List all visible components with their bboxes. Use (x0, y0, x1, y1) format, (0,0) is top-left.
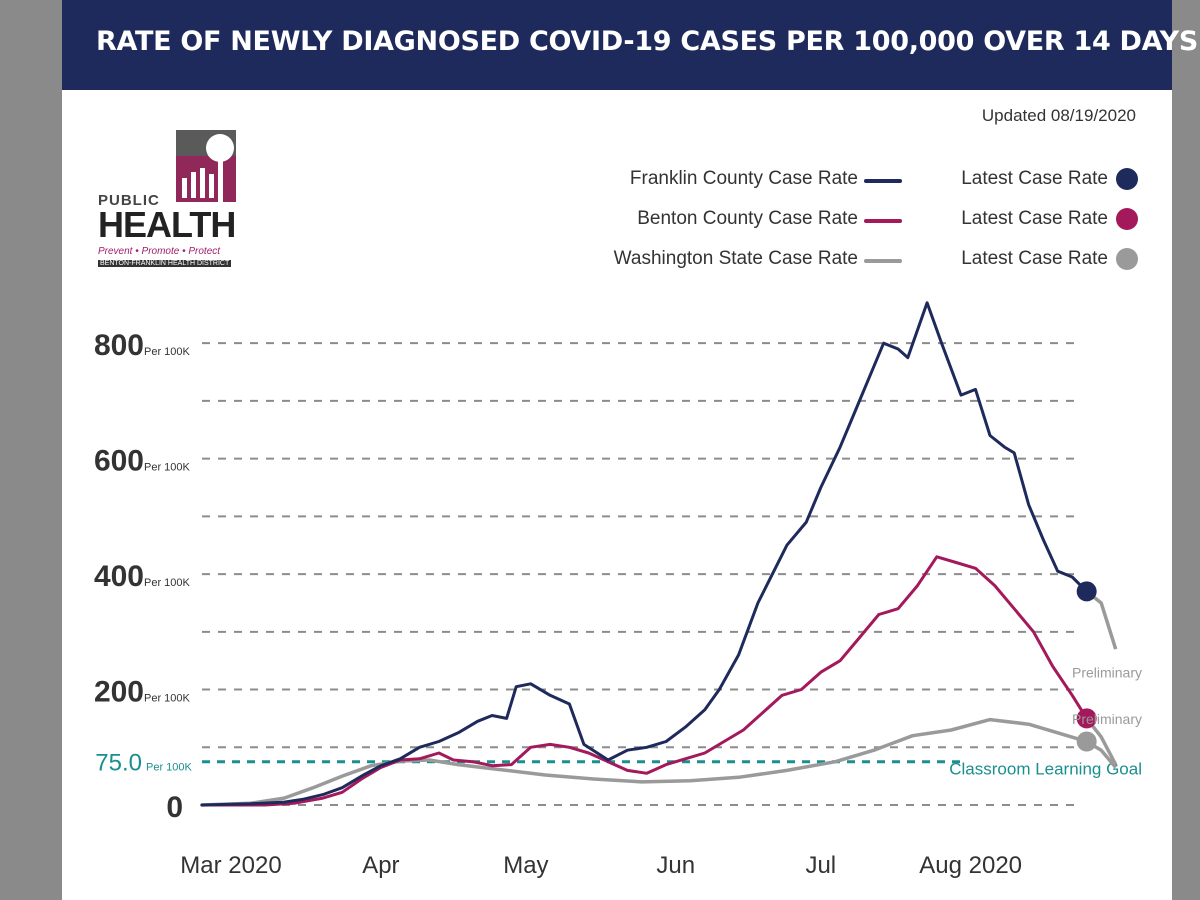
goal-value-label: 75.0 (95, 750, 142, 777)
logo-public-text: PUBLIC (98, 192, 160, 209)
x-tick-label: Mar 2020 (180, 852, 281, 879)
logo-tagline: Prevent • Promote • Protect (98, 246, 221, 257)
series-line-washington (200, 717, 1089, 807)
legend-dot-swatch (1116, 208, 1138, 230)
logo-district-text: BENTON-FRANKLIN HEALTH DISTRICT (98, 260, 232, 267)
x-tick-label: Jun (656, 852, 695, 879)
x-tick-label: Apr (362, 852, 399, 879)
x-tick-label: Aug 2020 (919, 852, 1022, 879)
updated-date: Updated 08/19/2020 (981, 106, 1136, 125)
y-tick-label: 800 (94, 329, 144, 362)
y-tick-label: 0 (166, 791, 183, 824)
legend-label: Franklin County Case Rate (629, 168, 858, 189)
series-line-franklin (200, 301, 1089, 807)
y-tick-label: 200 (94, 676, 144, 709)
legend: Franklin County Case Rate Latest Case Ra… (614, 164, 1138, 284)
goal-unit-label: Per 100K (146, 762, 193, 774)
goal-text-label: Classroom Learning Goal (949, 760, 1142, 779)
legend-label: Benton County Case Rate (637, 208, 858, 229)
public-health-logo: PUBLIC HEALTH Prevent • Promote • Protec… (98, 126, 248, 272)
page-title: RATE OF NEWLY DIAGNOSED COVID-19 CASES P… (96, 26, 1199, 57)
legend-dot-swatch (1116, 168, 1138, 190)
latest-rate-marker (1076, 581, 1097, 602)
legend-latest-label: Latest Case Rate (961, 248, 1108, 269)
y-tick-label: 400 (94, 560, 144, 593)
y-tick-unit: Per 100K (144, 346, 191, 358)
latest-rate-marker (1076, 708, 1097, 729)
legend-line-swatch (864, 259, 902, 263)
y-tick-unit: Per 100K (144, 462, 191, 474)
title-banner: RATE OF NEWLY DIAGNOSED COVID-19 CASES P… (62, 0, 1198, 90)
latest-rate-marker (1076, 731, 1097, 752)
preliminary-label: Preliminary (1072, 711, 1142, 727)
legend-dot-swatch (1116, 248, 1138, 270)
legend-line-swatch (864, 179, 902, 183)
legend-latest-label: Latest Case Rate (961, 168, 1108, 189)
family-tree-icon (176, 130, 236, 202)
preliminary-label: Preliminary (1072, 665, 1142, 681)
y-tick-label: 600 (94, 445, 144, 478)
legend-item-benton: Benton County Case Rate Latest Case Rate (618, 204, 1138, 244)
legend-label: Washington State Case Rate (613, 248, 858, 269)
logo-health-text: HEALTH (98, 204, 236, 245)
series-line-benton (200, 555, 1089, 807)
legend-item-washington: Washington State Case Rate Latest Case R… (614, 244, 1138, 284)
y-tick-unit: Per 100K (144, 577, 191, 589)
x-tick-label: Jul (805, 852, 836, 879)
legend-line-swatch (864, 219, 902, 223)
legend-item-franklin: Franklin County Case Rate Latest Case Ra… (618, 164, 1138, 204)
x-tick-label: May (503, 852, 548, 879)
legend-latest-label: Latest Case Rate (961, 208, 1108, 229)
y-tick-unit: Per 100K (144, 693, 191, 705)
chart-card: RATE OF NEWLY DIAGNOSED COVID-19 CASES P… (62, 0, 1198, 900)
